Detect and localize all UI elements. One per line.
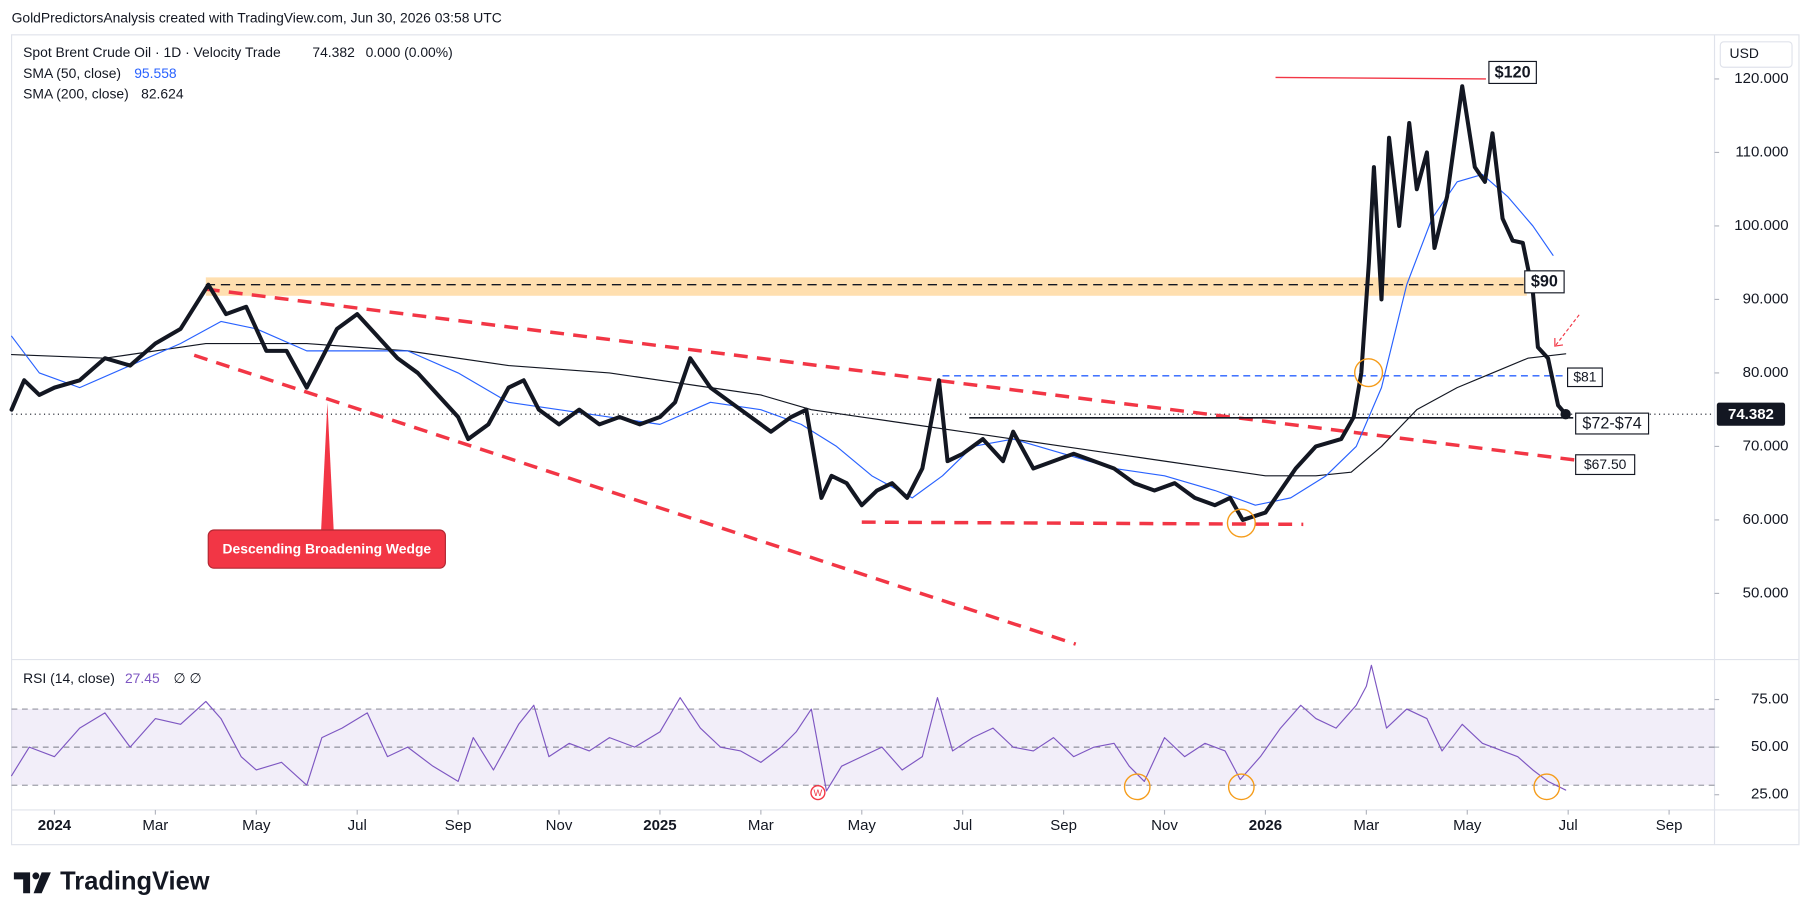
- price-badge: [1716, 402, 1786, 426]
- rsi-value: 27.45: [125, 670, 160, 686]
- currency: USD: [1730, 45, 1759, 61]
- y-tick-label: 120.000: [1734, 70, 1788, 87]
- frame: [10, 34, 1800, 846]
- x-tick-label: Jul: [348, 817, 367, 834]
- legend-value: 95.558: [134, 65, 177, 81]
- last-point: [1560, 409, 1571, 420]
- highlight-circle: [1533, 773, 1561, 801]
- symbol-title: Spot Brent Crude Oil · 1D · Velocity Tra…: [23, 44, 281, 60]
- y-tick-label: 25.00: [1751, 786, 1789, 803]
- logo-mark: [32, 872, 40, 880]
- series-line: [9, 84, 1568, 522]
- x-tick-label: 2025: [643, 817, 676, 834]
- y-tick-label: 60.000: [1743, 511, 1789, 528]
- y-tick-label: 70.000: [1743, 437, 1789, 454]
- y-tick-label: 90.000: [1743, 290, 1789, 307]
- x-tick-label: 2024: [38, 817, 72, 834]
- trendline: [861, 520, 1304, 527]
- y-tick-label: 75.00: [1751, 691, 1789, 708]
- y-tick-label: 100.000: [1734, 217, 1788, 234]
- label-72-74: $72-$74: [1582, 414, 1641, 432]
- arrow: [1555, 314, 1580, 346]
- x-tick-label: Mar: [1353, 817, 1379, 834]
- legend-name: SMA (50, close): [23, 65, 121, 81]
- x-tick-label: Jul: [953, 817, 972, 834]
- x-tick-label: Nov: [546, 817, 573, 834]
- label-box: [1524, 270, 1565, 294]
- w-label: W: [814, 788, 823, 798]
- highlight-circle: [1354, 358, 1384, 388]
- x-tick-label: Sep: [1656, 817, 1683, 834]
- highlight-circle: [1227, 773, 1255, 801]
- x-tick-label: May: [1453, 817, 1482, 834]
- label-box: [1575, 454, 1636, 476]
- label-box: [1567, 367, 1603, 388]
- rsi-title: RSI (14, close): [23, 670, 115, 686]
- x-tick-label: Mar: [748, 817, 774, 834]
- highlight-circle: [1123, 773, 1151, 801]
- w-circle: [810, 784, 826, 801]
- attribution: GoldPredictorsAnalysis created with Trad…: [12, 9, 502, 25]
- highlight-circle: [1226, 508, 1256, 538]
- resistance-zone: [205, 277, 1527, 296]
- legend-name: SMA (200, close): [23, 86, 129, 102]
- pattern-label: Descending Broadening Wedge: [222, 540, 431, 556]
- label-81: $81: [1573, 369, 1596, 385]
- label-box: [1575, 412, 1650, 435]
- rsi-extra: ∅ ∅: [174, 670, 202, 686]
- trendline: [1275, 76, 1486, 80]
- last-price: 74.382: [312, 44, 355, 60]
- label-67-50: $67.50: [1584, 456, 1627, 472]
- y-tick-label: 50.00: [1751, 738, 1789, 755]
- currency-box[interactable]: [1719, 41, 1793, 68]
- logo-mark: [33, 872, 51, 894]
- plots: 50.000 60.000 70.000 80.000 90.000 100.000 110…: [9, 70, 1789, 834]
- callout-pointer: [319, 402, 336, 568]
- label-box: [1488, 60, 1537, 85]
- price-badge-label: 74.382: [1728, 406, 1774, 423]
- x-tick-label: 2026: [1249, 817, 1282, 834]
- legend-value: 82.624: [141, 86, 184, 102]
- series-line: [10, 664, 1567, 792]
- x-tick-label: Sep: [1050, 817, 1077, 834]
- brand: TradingView: [60, 868, 210, 896]
- series-line: [10, 173, 1554, 506]
- label-90: $90: [1531, 273, 1558, 291]
- x-tick-label: May: [242, 817, 271, 834]
- logo-mark: [13, 872, 31, 894]
- price-change: 0.000 (0.00%): [366, 44, 453, 60]
- y-tick-label: 80.000: [1743, 364, 1789, 381]
- y-tick-label: 110.000: [1735, 143, 1788, 160]
- y-tick-label: 50.000: [1743, 584, 1789, 601]
- x-tick-label: Nov: [1151, 817, 1178, 834]
- label-120: $120: [1495, 63, 1531, 81]
- x-tick-label: Mar: [142, 817, 168, 834]
- x-tick-label: Jul: [1559, 817, 1578, 834]
- arrow-head: [1554, 337, 1564, 347]
- trendline: [193, 353, 1077, 646]
- pattern-label-box: [207, 529, 446, 569]
- brand-logo: [13, 872, 51, 894]
- x-tick-label: May: [848, 817, 877, 834]
- x-tick-label: Sep: [445, 817, 472, 834]
